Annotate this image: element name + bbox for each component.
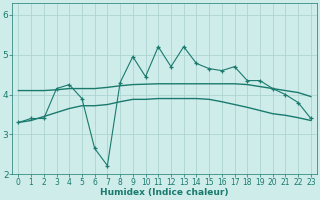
X-axis label: Humidex (Indice chaleur): Humidex (Indice chaleur) — [100, 188, 229, 197]
